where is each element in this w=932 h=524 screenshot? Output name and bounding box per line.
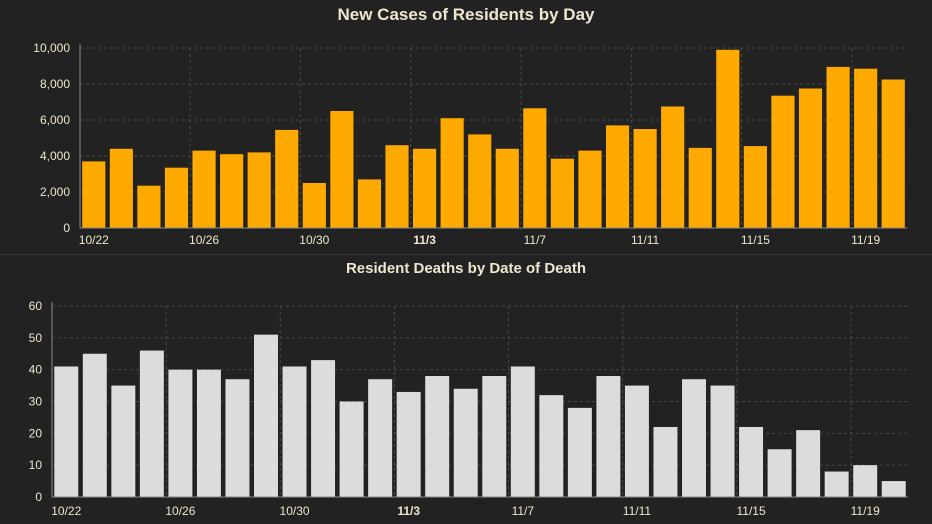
bar — [716, 49, 740, 228]
x-tick-label: 10/22 — [79, 233, 109, 247]
bar — [139, 350, 164, 497]
x-tick-label: 11/11 — [631, 233, 660, 247]
bar — [339, 401, 364, 497]
bar — [82, 161, 106, 228]
bar — [854, 68, 878, 228]
y-tick-label: 60 — [29, 299, 43, 313]
bar — [853, 465, 878, 497]
bar — [368, 379, 393, 497]
bar — [453, 388, 478, 497]
bar — [688, 147, 712, 228]
bar — [771, 95, 795, 228]
bar — [275, 129, 299, 228]
cases-bar-chart: 0 2,000 4,000 6,000 8,000 10,000 10/22 10/26 10/… — [33, 41, 907, 247]
bar — [311, 360, 336, 497]
y-tick-label: 50 — [29, 331, 43, 345]
x-tick-label: 11/7 — [512, 504, 535, 518]
bar — [796, 430, 821, 497]
x-tick-label: 11/19 — [851, 504, 880, 518]
x-tick-label: 10/26 — [189, 233, 219, 247]
bar — [567, 407, 592, 497]
y-tick-label: 8,000 — [40, 77, 70, 91]
bar — [196, 369, 221, 497]
chart-divider — [0, 254, 932, 255]
bar — [413, 148, 437, 228]
x-tick-label: 11/3 — [397, 504, 420, 518]
bar — [137, 185, 161, 228]
bar — [111, 385, 136, 497]
x-tick-label: 10/30 — [280, 504, 310, 518]
y-tick-label: 10 — [29, 458, 43, 472]
bar — [247, 152, 271, 228]
y-tick-label: 20 — [29, 426, 43, 440]
bar — [495, 148, 519, 228]
x-tick-label: 10/30 — [299, 233, 329, 247]
bar — [633, 129, 657, 228]
x-tick-label: 11/19 — [851, 233, 880, 247]
x-tick-label: 11/7 — [524, 233, 547, 247]
bar — [743, 146, 767, 228]
bar — [523, 108, 547, 228]
x-tick-label: 11/11 — [623, 504, 652, 518]
y-tick-label: 10,000 — [33, 41, 70, 55]
bar — [482, 376, 507, 497]
bar — [767, 449, 792, 497]
bar — [605, 125, 630, 228]
x-tick-label: 11/3 — [413, 233, 436, 247]
bar — [682, 379, 706, 497]
bar — [82, 353, 107, 497]
bar — [881, 481, 906, 497]
bar — [824, 471, 849, 497]
bar — [539, 395, 564, 497]
bar — [578, 150, 602, 228]
bar — [710, 385, 735, 497]
bar — [168, 369, 193, 497]
bar — [109, 148, 133, 228]
y-tick-label: 4,000 — [40, 149, 70, 163]
bar — [54, 366, 79, 497]
bar — [225, 379, 250, 497]
x-tick-label: 11/15 — [741, 233, 770, 247]
bar — [653, 426, 678, 497]
bar — [396, 391, 421, 497]
bar — [192, 150, 216, 228]
bar — [826, 66, 850, 229]
bar — [798, 88, 823, 228]
bar — [254, 334, 278, 497]
bar — [330, 111, 354, 228]
bar — [624, 385, 649, 497]
bar — [220, 154, 244, 228]
deaths-chart-title: Resident Deaths by Date of Death — [345, 260, 587, 277]
bar — [357, 179, 382, 228]
bar — [440, 118, 464, 228]
x-tick-label: 10/26 — [165, 504, 195, 518]
bar — [468, 134, 492, 228]
y-tick-label: 40 — [29, 363, 43, 377]
y-tick-label: 2,000 — [40, 185, 70, 199]
y-tick-label: 6,000 — [40, 113, 70, 127]
y-tick-label: 0 — [63, 221, 70, 235]
y-tick-label: 30 — [29, 395, 43, 409]
bar — [739, 426, 764, 497]
bar — [282, 366, 307, 497]
bar — [881, 79, 905, 228]
bar — [425, 376, 450, 497]
x-tick-label: 10/22 — [51, 504, 81, 518]
bar — [661, 106, 685, 228]
cases-chart-title: New Cases of Residents by Day — [337, 5, 595, 24]
y-tick-label: 0 — [35, 490, 42, 504]
bar — [385, 145, 409, 228]
bar — [302, 183, 326, 228]
bar — [510, 366, 535, 497]
bar — [164, 167, 189, 228]
bar — [550, 158, 574, 228]
bar — [596, 376, 621, 497]
x-tick-label: 11/15 — [736, 504, 765, 518]
